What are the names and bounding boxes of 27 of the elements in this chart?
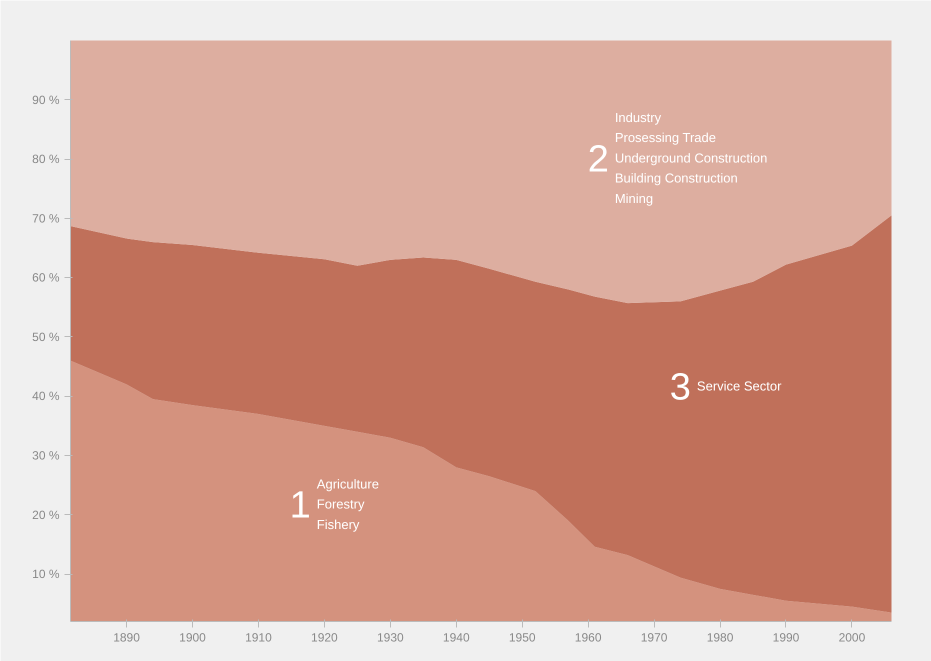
y-tick-label: 60 %: [32, 270, 60, 285]
annotation: 3: [670, 366, 691, 409]
x-tick-label: 1920: [311, 630, 338, 644]
y-tick-label: 40 %: [32, 389, 60, 404]
series-label: Service Sector: [696, 378, 782, 394]
x-tick-label: 1890: [113, 630, 140, 644]
y-tick-label: 30 %: [32, 448, 60, 462]
x-tick-label: 1990: [772, 630, 800, 644]
x-tick-label: 1940: [442, 630, 470, 644]
x-tick-label: 1970: [640, 630, 668, 644]
series-label: Industry Prosessing Trade Underground Construction Building Construction Mining: [614, 110, 768, 206]
y-tick-label: 80 %: [32, 152, 60, 166]
x-tick-label: 1900: [179, 630, 206, 644]
y-tick-label: 90 %: [32, 92, 60, 107]
x-tick-label: 1910: [245, 630, 272, 644]
y-tick-label: 20 %: [32, 508, 60, 522]
x-tick-label: 1980: [706, 630, 734, 644]
series-label: Agriculture Forestry Fishery: [316, 476, 379, 532]
annotation: 1: [290, 484, 311, 527]
y-tick-label: 50 %: [32, 330, 60, 344]
y-tick-label: 70 %: [32, 211, 60, 226]
x-tick-label: 1960: [574, 630, 602, 644]
annotation: 2: [588, 138, 609, 180]
x-tick-label: 1930: [376, 630, 404, 644]
x-tick-label: 1950: [508, 630, 536, 644]
y-tick-label: 10 %: [32, 567, 60, 582]
x-tick-label: 2000: [838, 630, 866, 644]
